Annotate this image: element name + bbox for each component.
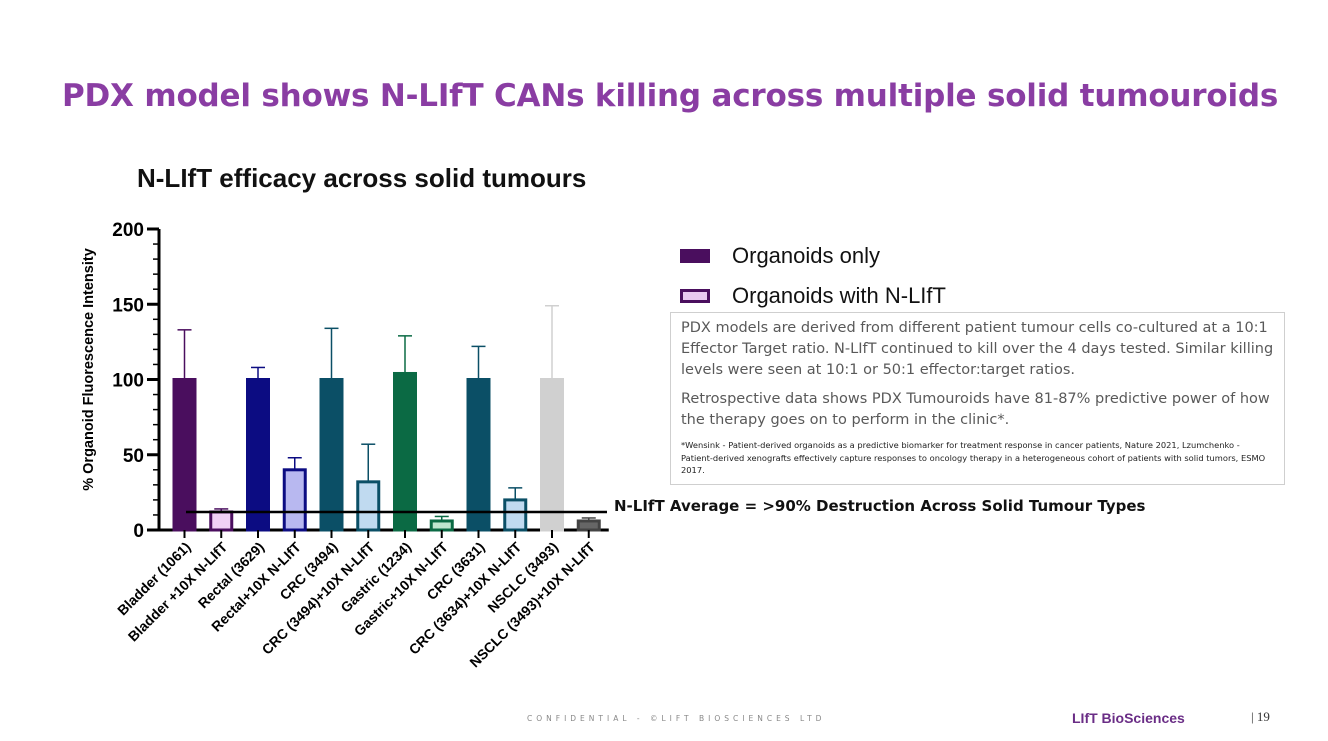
y-tick-label: 0 (133, 521, 144, 542)
footer-confidential: CONFIDENTIAL - ©LIFT BIOSCIENCES LTD (527, 714, 826, 723)
bar (282, 468, 307, 532)
bar (540, 378, 564, 532)
bar (393, 371, 417, 532)
bar (246, 378, 270, 532)
notes-box: PDX models are derived from different pa… (670, 312, 1285, 485)
y-axis-label: % Organoid Fluorescence Intensity (81, 248, 97, 491)
bar (576, 519, 601, 532)
average-line-label: N-LIfT Average = >90% Destruction Across… (614, 497, 1146, 515)
slide-title: PDX model shows N-LIfT CANs killing acro… (62, 78, 1279, 114)
bar (503, 498, 528, 532)
y-tick-label: 200 (112, 220, 144, 241)
notes-paragraph-1: PDX models are derived from different pa… (681, 320, 1274, 378)
legend-item-organoids-with-nlift: Organoids with N-LIfT (680, 276, 946, 316)
bar (356, 480, 381, 532)
y-tick-label: 100 (112, 371, 144, 392)
y-tick-label: 50 (123, 446, 144, 467)
legend-item-organoids-only: Organoids only (680, 236, 946, 276)
company-logo: LIfT BioSciences (1072, 710, 1185, 726)
legend-label: Organoids with N-LIfT (732, 283, 946, 308)
chart-title: N-LIfT efficacy across solid tumours (137, 163, 587, 193)
legend-label: Organoids only (732, 243, 880, 268)
bar (466, 378, 491, 532)
bar (209, 510, 234, 532)
bar (429, 519, 454, 532)
notes-references: *Wensink - Patient-derived organoids as … (681, 440, 1266, 475)
page-number: | 19 (1251, 709, 1270, 724)
bar (319, 378, 344, 532)
notes-paragraph-2: Retrospective data shows PDX Tumouroids … (681, 391, 1270, 428)
bar (172, 378, 197, 532)
chart-legend: Organoids only Organoids with N-LIfT (680, 236, 946, 316)
legend-swatch-organoids-with-nlift (680, 289, 710, 303)
y-tick-label: 150 (112, 295, 144, 316)
legend-swatch-organoids-only (680, 249, 710, 263)
